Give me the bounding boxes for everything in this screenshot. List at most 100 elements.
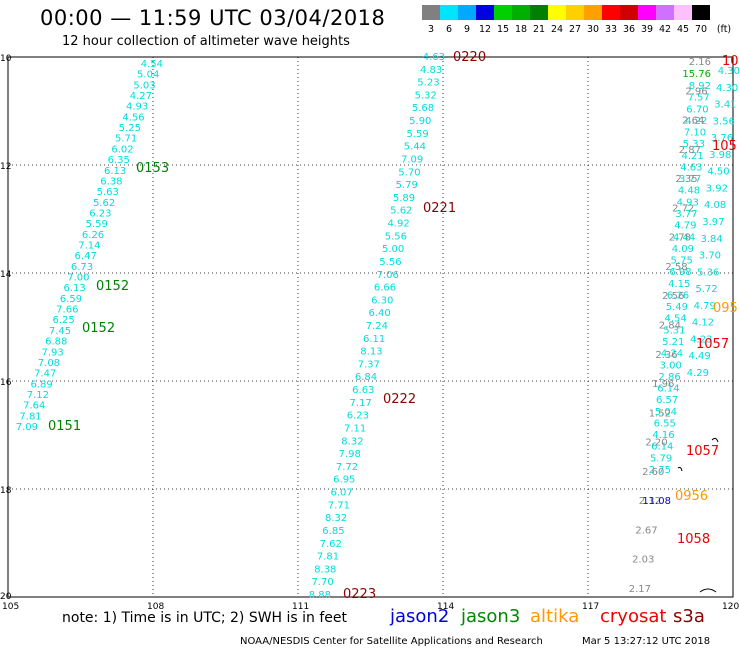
- wave-height-value: 4.30: [716, 83, 738, 94]
- wave-height-value: 4.27: [130, 91, 152, 102]
- wave-height-value: 2.36: [655, 350, 677, 361]
- wave-height-value: 5.49: [666, 302, 688, 313]
- wave-height-value: 6.26: [667, 290, 689, 301]
- scale-label: 70: [694, 24, 708, 35]
- scale-swatch: [566, 5, 584, 20]
- lon-tick-label: 114: [437, 602, 454, 612]
- wave-height-value: 5.90: [409, 116, 431, 127]
- wave-height-value: 7.06: [377, 270, 399, 281]
- scale-label: 42: [658, 24, 672, 35]
- wave-height-value: 3.41: [714, 100, 736, 111]
- scale-label: 30: [586, 24, 600, 35]
- wave-height-value: 5.63: [97, 187, 119, 198]
- wave-height-value: 7.81: [19, 411, 41, 422]
- pass-time-label: 0152: [96, 279, 129, 294]
- wave-height-value: 2.56: [662, 291, 684, 302]
- wave-height-value: 5.32: [415, 90, 437, 101]
- wave-height-value: 2.75: [649, 465, 671, 476]
- scale-label: 12: [478, 24, 492, 35]
- wave-height-value: 7.12: [27, 390, 49, 401]
- wave-height-value: 5.33: [683, 139, 705, 150]
- extra-value: 15.76: [682, 69, 711, 80]
- wave-height-value: 4.49: [688, 351, 710, 362]
- scale-swatch: [512, 5, 530, 20]
- wave-height-value: 6.66: [374, 283, 396, 294]
- wave-height-value: 5.70: [398, 167, 420, 178]
- wave-height-value: 7.08: [38, 358, 60, 369]
- wave-height-value: 2.60: [642, 467, 664, 478]
- wave-height-value: 2.35: [675, 174, 697, 185]
- scale-swatch: [458, 5, 476, 20]
- wave-height-value: 4.44: [673, 232, 695, 243]
- coastline: [677, 437, 719, 593]
- lat-tick-label: 14: [0, 270, 12, 280]
- wave-height-value: 5.03: [133, 80, 155, 91]
- wave-height-value: 5.25: [119, 123, 141, 134]
- wave-height-value: 6.13: [64, 283, 86, 294]
- wave-height-value: 3.97: [702, 217, 724, 228]
- legend-item-cryosat: cryosat: [600, 606, 667, 627]
- lon-tick-label: 117: [582, 602, 599, 612]
- wave-height-value: 4.93: [677, 197, 699, 208]
- wave-height-value: 6.14: [651, 442, 673, 453]
- wave-height-value: 5.04: [655, 407, 677, 418]
- wave-height-value: 7.10: [684, 128, 706, 139]
- wave-height-value: 7.09: [16, 422, 38, 433]
- wave-height-value: 7.47: [34, 369, 56, 380]
- wave-height-value: 6.23: [347, 411, 369, 422]
- scale-label: 39: [640, 24, 654, 35]
- wave-height-value: 4.09: [672, 244, 694, 255]
- wave-height-value: 7.64: [23, 401, 45, 412]
- wave-height-value: 2.16: [689, 57, 711, 68]
- wave-height-value: 5.00: [382, 244, 404, 255]
- wave-height-value: 6.88: [45, 337, 67, 348]
- pass-time-label: 0152: [82, 321, 115, 336]
- wave-height-value: 5.71: [115, 134, 137, 145]
- wave-height-value: 5.56: [379, 257, 401, 268]
- wave-height-value: 7.70: [311, 577, 333, 588]
- wave-height-value: 7.00: [67, 273, 89, 284]
- pass-time-label: 095: [713, 301, 738, 316]
- wave-height-value: 5.62: [390, 206, 412, 217]
- scale-swatch: [602, 5, 620, 20]
- wave-height-value: 5.89: [393, 193, 415, 204]
- wave-height-value: 5.56: [385, 231, 407, 242]
- wave-height-value: 2.17: [629, 584, 651, 595]
- pass-time-label: 0153: [136, 161, 169, 176]
- credit-line: NOAA/NESDIS Center for Satellite Applica…: [240, 636, 543, 647]
- wave-height-value: 5.31: [663, 325, 685, 336]
- pass-time-label: 1057: [686, 444, 719, 459]
- scale-swatch: [692, 5, 710, 20]
- wave-height-value: 2.78: [669, 233, 691, 244]
- generated-timestamp: Mar 5 13:27:12 UTC 2018: [582, 636, 711, 647]
- page-subtitle: 12 hour collection of altimeter wave hei…: [62, 34, 350, 49]
- wave-height-value: 4.21: [681, 151, 703, 162]
- scale-swatch: [440, 5, 458, 20]
- wave-height-value: 6.95: [333, 475, 355, 486]
- scale-swatch: [530, 5, 548, 20]
- wave-height-value: 6.47: [75, 251, 97, 262]
- wave-height-value: 2.86: [658, 372, 680, 383]
- lat-tick-label: 16: [0, 378, 12, 388]
- wave-height-value: 5.21: [662, 337, 684, 348]
- scale-swatch: [422, 5, 440, 20]
- wave-height-value: 2.96: [685, 86, 707, 97]
- wave-height-value: 3.77: [675, 209, 697, 220]
- wave-height-value: 5.44: [404, 142, 426, 153]
- scale-swatch: [638, 5, 656, 20]
- wave-height-value: 6.11: [363, 334, 385, 345]
- scale-label: 18: [514, 24, 528, 35]
- wave-height-value: 3.98: [709, 150, 731, 161]
- wave-height-value: 6.07: [330, 488, 352, 499]
- wave-height-value: 4.22: [685, 116, 707, 127]
- wave-height-value: 2.58: [665, 262, 687, 273]
- wave-height-value: 7.66: [56, 305, 78, 316]
- wave-height-value: 4.54: [664, 314, 686, 325]
- wave-height-value: 1.96: [652, 379, 674, 390]
- wave-height-value: 2.84: [659, 321, 681, 332]
- wave-height-value: 7.24: [366, 321, 388, 332]
- pass-time-label: 0222: [383, 392, 416, 407]
- wave-height-value: 5.68: [412, 103, 434, 114]
- wave-height-value: 6.98: [669, 267, 691, 278]
